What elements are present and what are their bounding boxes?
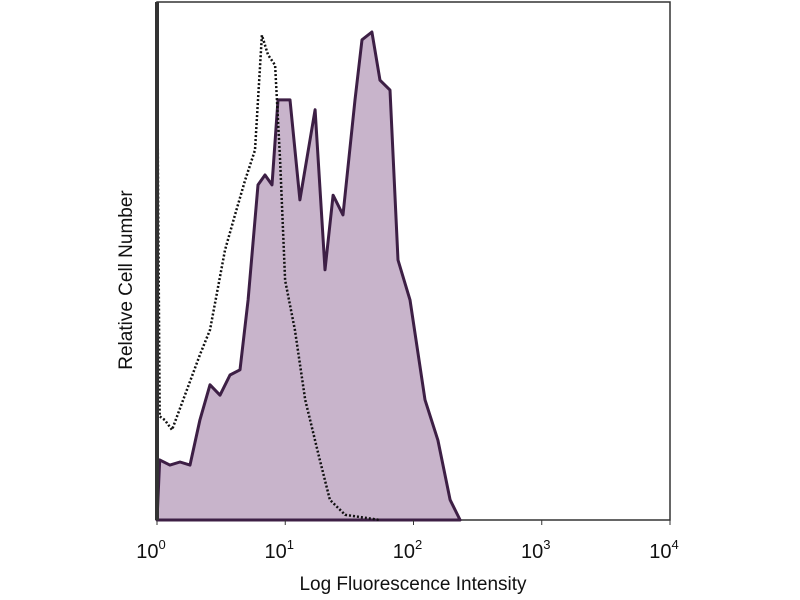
- control-histogram: [155, 33, 381, 522]
- x-tick-label: 103: [521, 537, 550, 563]
- x-axis-label: Log Fluorescence Intensity: [299, 574, 527, 595]
- x-tick-label: 100: [136, 537, 165, 563]
- x-tick-label: 101: [265, 537, 294, 563]
- x-tick-label: 102: [393, 537, 422, 563]
- series-layer: [155, 30, 462, 522]
- x-tick-label: 104: [649, 537, 678, 563]
- x-tick-labels: 100 101 102 103 104: [136, 520, 679, 563]
- y-axis-label: Relative Cell Number: [116, 190, 137, 370]
- stained-histogram: [155, 30, 462, 522]
